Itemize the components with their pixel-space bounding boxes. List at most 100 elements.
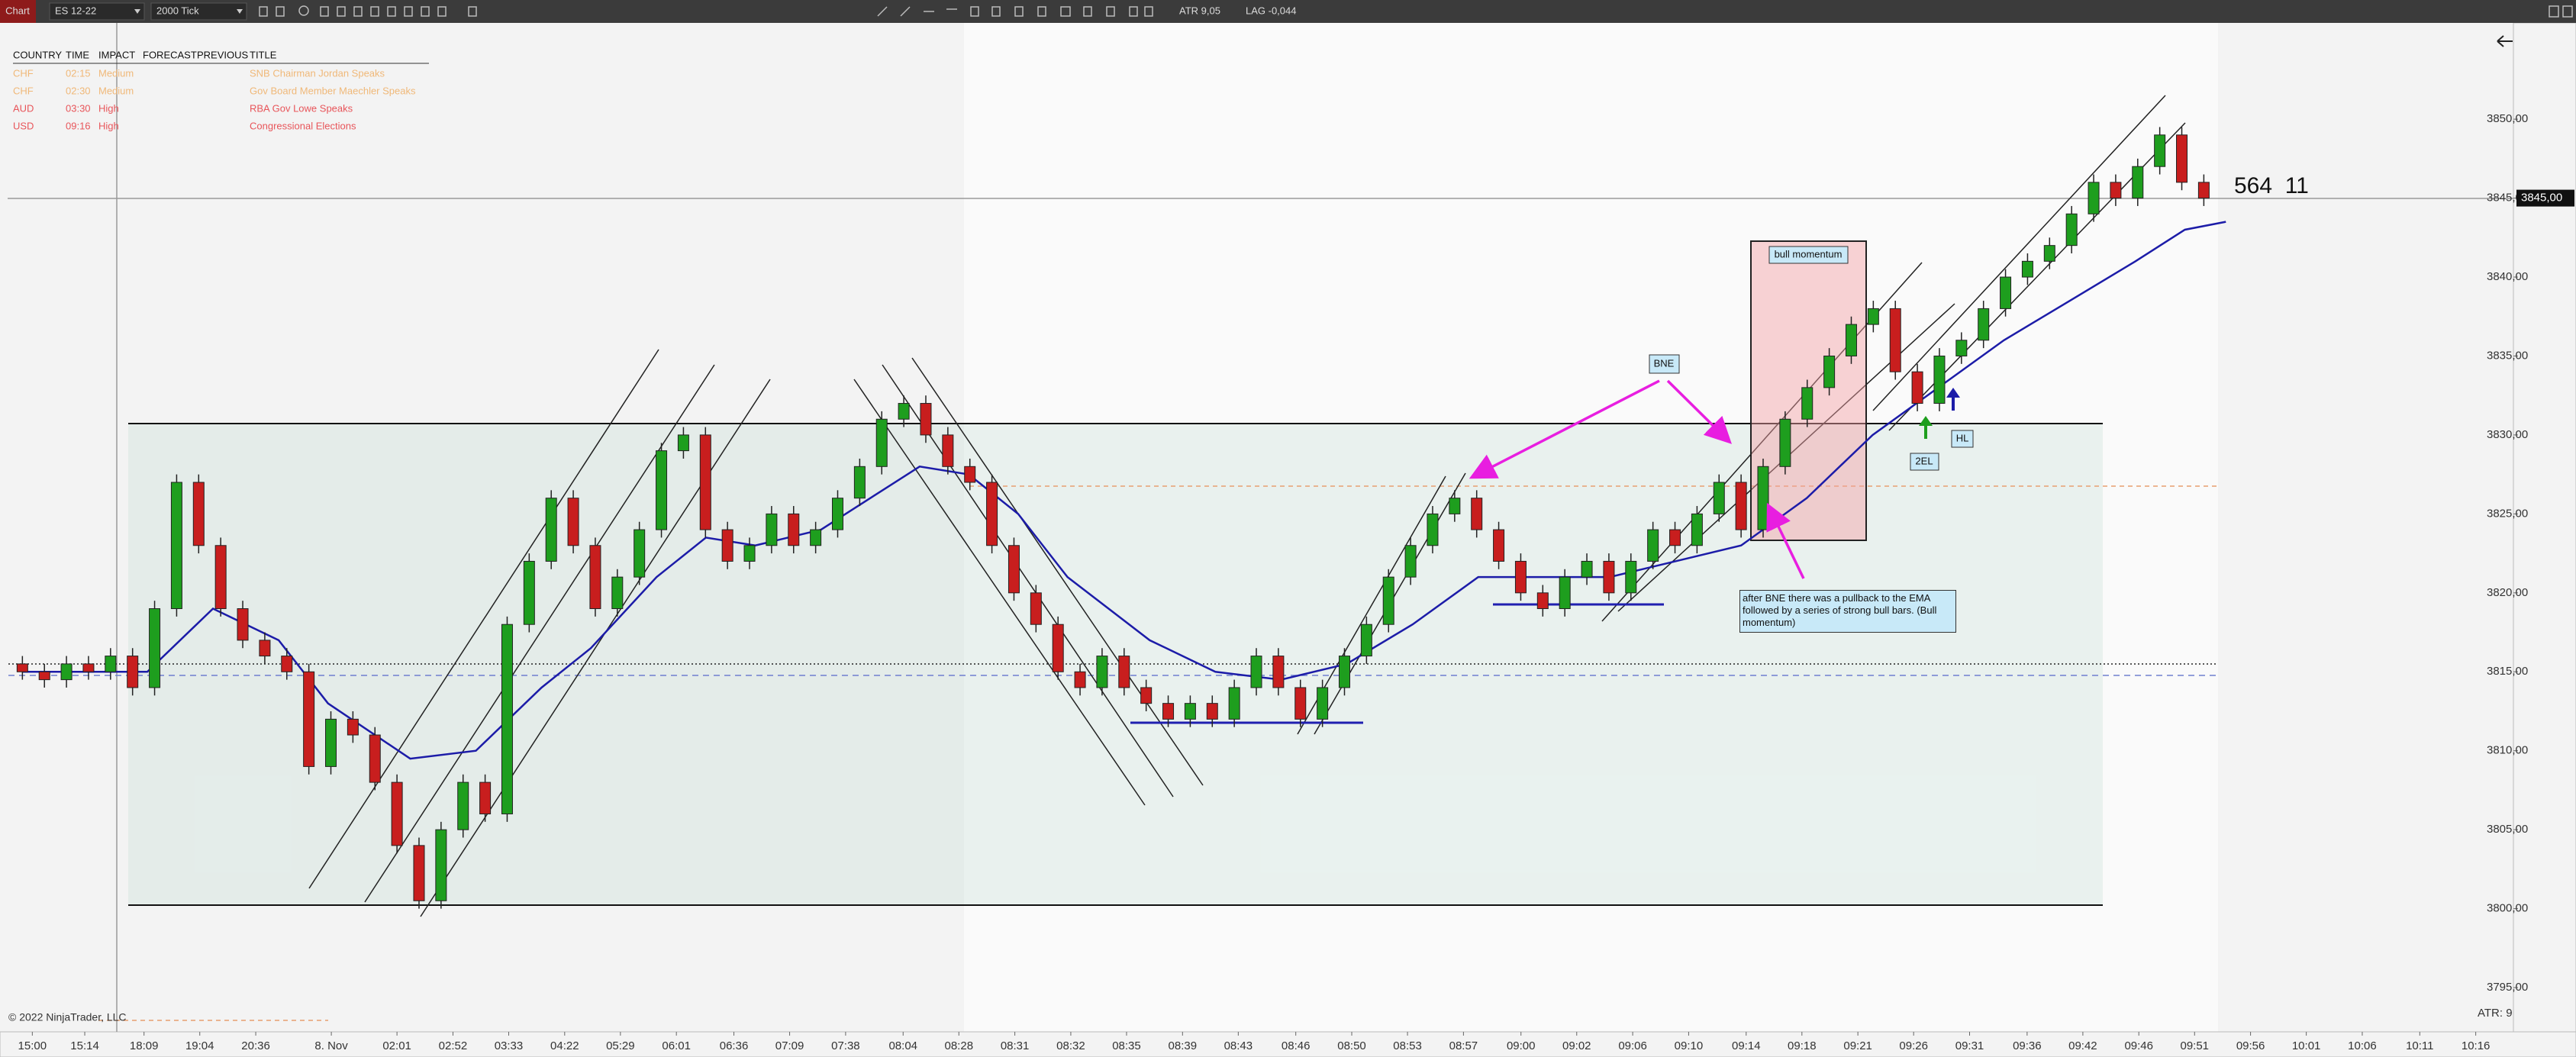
dropdown-icon	[237, 9, 243, 14]
candle-body	[2154, 134, 2166, 167]
candle-body	[435, 829, 447, 901]
table-header: PREVIOUS	[197, 49, 249, 60]
period-select[interactable]	[150, 2, 247, 21]
candle-body	[2088, 182, 2100, 214]
candle-body	[391, 781, 403, 846]
candle-body	[479, 781, 492, 814]
candle-body	[127, 656, 139, 688]
x-tick-label: 06:01	[662, 1039, 691, 1052]
x-tick-label: 09:14	[1732, 1039, 1761, 1052]
x-tick-label: 09:21	[1843, 1039, 1872, 1052]
table-header: TIME	[66, 49, 89, 60]
candle-body	[1294, 687, 1307, 720]
candle-body	[413, 845, 425, 901]
candle-body	[1250, 656, 1262, 688]
table-cell: Medium	[98, 67, 134, 79]
y-tick-label: 3795,00	[2487, 981, 2528, 994]
candle-body	[677, 434, 689, 452]
tab[interactable]	[0, 0, 36, 23]
last-price-box	[2516, 189, 2574, 207]
candle-body	[1559, 576, 1571, 610]
x-tick-label: 07:09	[775, 1039, 804, 1052]
candle-body	[237, 608, 249, 641]
x-tick-label: 09:26	[1899, 1039, 1928, 1052]
candle-body	[2176, 134, 2188, 183]
toolbar-icons[interactable]	[259, 5, 2573, 18]
x-tick-label: 10:01	[2292, 1039, 2321, 1052]
x-tick-label: 08:46	[1282, 1039, 1311, 1052]
candle-body	[589, 545, 601, 610]
table-header: TITLE	[250, 49, 277, 60]
label-box	[1649, 354, 1680, 374]
candle-body	[721, 529, 733, 562]
candle-body	[1074, 671, 1086, 688]
candle-body	[1317, 687, 1329, 720]
x-tick-label: 09:56	[2236, 1039, 2265, 1052]
y-tick-label: 3800,00	[2487, 902, 2528, 915]
instrument-select[interactable]	[49, 2, 145, 21]
x-tick-label: 09:36	[2013, 1039, 2042, 1052]
session-background	[964, 23, 2218, 1032]
annotation: 2EL	[1915, 455, 1933, 466]
candle-body	[60, 663, 73, 681]
x-tick-label: 09:02	[1562, 1039, 1591, 1052]
annotation: bull momentum	[1775, 248, 1843, 259]
y-tick-label: 3850,00	[2487, 112, 2528, 125]
label-box	[1951, 430, 1974, 448]
table-header: COUNTRY	[13, 49, 62, 60]
time-axis	[0, 1031, 2576, 1057]
indicator-value: ATR 9,05	[1179, 5, 1220, 16]
candle-body	[875, 418, 888, 467]
period[interactable]: 2000 Tick	[156, 5, 199, 16]
ema-line	[22, 221, 2226, 760]
candle-body	[2110, 182, 2122, 199]
tab-label[interactable]: Chart	[5, 5, 30, 16]
candle-body	[1735, 482, 1747, 530]
candle-body	[325, 718, 337, 767]
candle-body	[2021, 260, 2033, 278]
series	[16, 127, 2226, 909]
indicator-label: ATR: 9	[2478, 1007, 2513, 1020]
bar-counter: 564 11	[2234, 173, 2309, 198]
candle-body	[1471, 498, 1483, 530]
candle-body	[699, 434, 711, 530]
candle-body	[634, 529, 646, 578]
candle-body	[1669, 529, 1681, 546]
candle-body	[1030, 592, 1042, 625]
candle-body	[743, 545, 756, 562]
candle-body	[2065, 213, 2078, 247]
candle-body	[1978, 308, 1990, 341]
candle-body	[1228, 687, 1240, 720]
candle-body	[1757, 466, 1769, 530]
candle-body	[1647, 529, 1659, 562]
table-cell: SNB Chairman Jordan Speaks	[250, 67, 385, 79]
table-cell: CHF	[13, 85, 34, 96]
candle-body	[656, 450, 668, 530]
table-header: IMPACT	[98, 49, 135, 60]
candle-body	[1625, 560, 1637, 594]
y-tick-label: 3820,00	[2487, 586, 2528, 599]
x-tick-label: 09:18	[1788, 1039, 1817, 1052]
x-tick-label: 10:16	[2462, 1039, 2491, 1052]
candle-body	[766, 513, 778, 546]
annotation-note: after BNE there was a pullback to the EM…	[1739, 590, 1956, 633]
candle-body	[1052, 624, 1064, 672]
x-tick-label: 10:06	[2348, 1039, 2377, 1052]
instrument[interactable]: ES 12-22	[55, 5, 96, 16]
candle-body	[611, 576, 624, 610]
candle-body	[149, 608, 161, 688]
back-button[interactable]	[2497, 35, 2513, 47]
candle-body	[1536, 592, 1549, 610]
candle-body	[1889, 308, 1901, 372]
x-tick-label: 05:29	[606, 1039, 635, 1052]
x-tick-label: 02:01	[382, 1039, 411, 1052]
candle-body	[38, 671, 50, 681]
candle-body	[281, 656, 293, 672]
dropdown-icon	[134, 9, 140, 14]
table-header: FORECAST	[143, 49, 197, 60]
candle-body	[545, 498, 557, 562]
candle-body	[1933, 355, 1946, 404]
candle-body	[523, 560, 535, 625]
candle-body	[457, 781, 469, 830]
